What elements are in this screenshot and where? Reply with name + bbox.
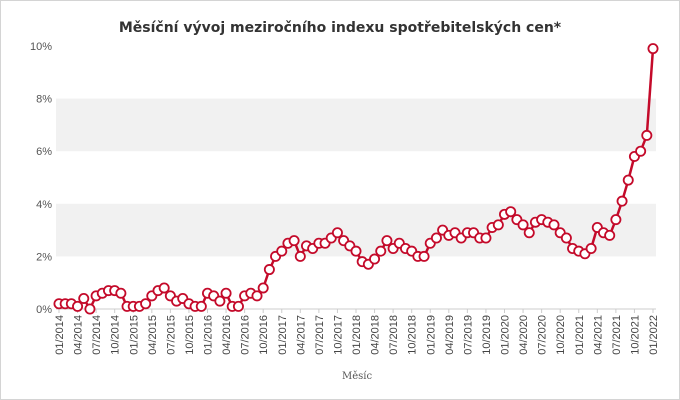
y-tick-label: 10% [30,41,52,53]
x-tick-label: 07/2018 [388,315,400,355]
data-point [220,287,232,299]
data-point [232,300,244,312]
x-tick-label: 04/2019 [444,315,456,355]
data-point [616,195,628,207]
data-point [492,219,504,231]
x-axis-title: Měsíc [342,371,372,382]
y-tick-label: 8% [36,94,52,106]
data-point [604,229,616,241]
x-tick-label: 04/2020 [518,315,530,355]
x-tick-label: 01/2021 [574,315,586,355]
data-point [641,129,653,141]
x-tick-label: 07/2014 [91,315,103,355]
data-point [331,227,343,239]
data-point [195,300,207,312]
data-point [140,298,152,310]
chart-title: Měsíční vývoj meziročního indexu spotřeb… [118,20,562,36]
x-tick-label: 01/2019 [425,315,437,355]
data-point [548,219,560,231]
x-tick-label: 01/2018 [351,315,363,355]
x-tick-label: 04/2016 [221,315,233,355]
data-point [72,300,84,312]
data-point [622,174,634,186]
x-tick-label: 10/2014 [110,315,122,355]
data-point [517,219,529,231]
data-point [635,145,647,157]
x-tick-label: 07/2015 [165,315,177,355]
y-tick-label: 2% [36,251,52,263]
x-tick-label: 07/2016 [240,315,252,355]
x-tick-label: 04/2021 [592,315,604,355]
x-tick-label: 04/2015 [147,315,159,355]
data-point [505,206,517,218]
x-tick-label: 01/2022 [648,315,660,355]
x-tick-label: 04/2018 [370,315,382,355]
y-tick-label: 0% [36,304,52,316]
data-point [263,264,275,276]
data-point [251,290,263,302]
y-tick-label: 4% [36,199,52,211]
data-point [585,243,597,255]
data-point [560,232,572,244]
data-point [288,235,300,247]
data-point [350,245,362,257]
series-line [59,48,655,311]
x-tick-label: 01/2016 [203,315,215,355]
data-point [84,303,96,315]
x-tick-label: 01/2015 [128,315,140,355]
data-point [158,282,170,294]
x-tick-label: 10/2017 [332,315,344,355]
x-tick-label: 01/2014 [54,315,66,355]
x-tick-label: 07/2017 [314,315,326,355]
x-tick-label: 01/2020 [500,315,512,355]
y-tick-label: 6% [36,146,52,158]
data-point [214,295,226,307]
x-tick-label: 07/2019 [462,315,474,355]
x-tick-label: 10/2018 [407,315,419,355]
x-tick-label: 10/2015 [184,315,196,355]
data-point [610,214,622,226]
x-tick-label: 01/2017 [277,315,289,355]
data-point [257,282,269,294]
grid-band [56,98,656,152]
data-point [430,232,442,244]
data-point [375,245,387,257]
data-point [418,250,430,262]
data-point [276,245,288,257]
x-tick-label: 04/2017 [295,315,307,355]
x-tick-label: 07/2020 [537,315,549,355]
data-point [78,292,90,304]
x-tick-label: 04/2014 [73,315,85,355]
data-point [647,43,659,55]
data-point [115,287,127,299]
data-point [523,227,535,239]
x-tick-label: 07/2021 [611,315,623,355]
data-point [480,232,492,244]
x-tick-label: 10/2016 [258,315,270,355]
x-tick-label: 10/2020 [555,315,567,355]
data-point [381,235,393,247]
data-point [369,253,381,265]
x-tick-label: 10/2021 [629,315,641,355]
data-point [294,250,306,262]
x-tick-label: 10/2019 [481,315,493,355]
